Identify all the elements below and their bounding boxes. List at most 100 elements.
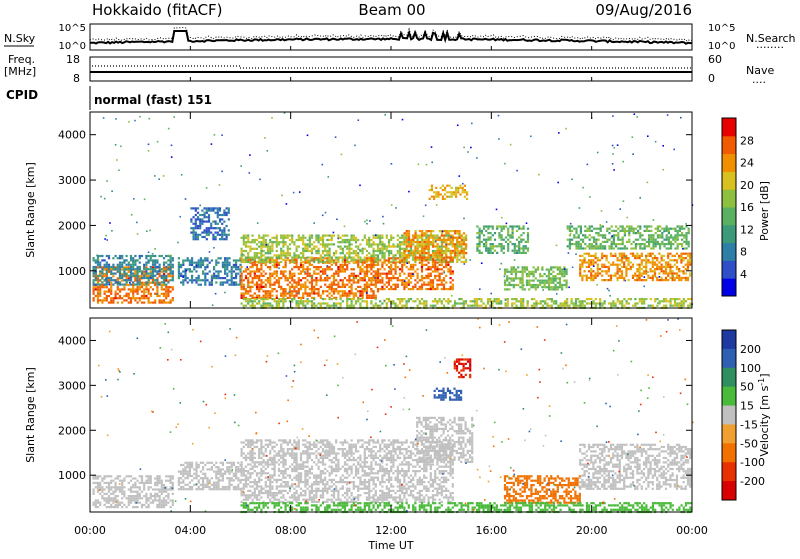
data-cell <box>511 273 513 275</box>
data-cell <box>452 270 454 272</box>
data-cell <box>197 236 199 238</box>
data-cell <box>199 218 201 220</box>
data-cell <box>525 247 527 249</box>
data-cell <box>487 302 489 304</box>
data-cell <box>366 266 368 268</box>
noise-cell <box>632 136 634 138</box>
data-cell <box>170 299 172 301</box>
data-cell <box>260 250 262 252</box>
data-cell <box>551 305 553 307</box>
data-cell <box>615 305 617 307</box>
data-cell <box>647 261 649 263</box>
noise-cell <box>647 182 649 184</box>
data-cell <box>581 275 583 277</box>
data-cell <box>223 229 225 231</box>
noise-cell <box>578 301 580 303</box>
data-cell <box>320 239 322 241</box>
data-cell <box>410 288 412 290</box>
data-cell <box>351 237 353 239</box>
noise-cell <box>530 136 532 138</box>
data-cell <box>582 302 584 304</box>
data-cell <box>119 291 121 293</box>
data-cell <box>584 270 586 272</box>
data-cell <box>355 288 357 290</box>
data-cell <box>289 248 291 250</box>
data-cell <box>326 252 328 254</box>
data-cell <box>401 241 403 243</box>
data-cell <box>128 293 130 295</box>
data-cell <box>145 262 147 264</box>
data-cell <box>233 264 235 266</box>
data-cell <box>674 279 676 281</box>
data-cell <box>293 243 295 245</box>
data-cell <box>258 235 260 237</box>
data-cell <box>452 288 454 290</box>
data-cell <box>563 273 565 275</box>
data-cell <box>302 266 304 268</box>
noise-cell <box>516 170 518 172</box>
data-cell <box>644 243 646 245</box>
data-cell <box>553 300 555 302</box>
data-cell <box>267 261 269 263</box>
data-cell <box>525 241 527 243</box>
data-cell <box>630 247 632 249</box>
data-cell <box>148 268 150 270</box>
data-cell <box>665 277 667 279</box>
data-cell <box>156 273 158 275</box>
data-cell <box>163 293 165 295</box>
data-cell <box>399 268 401 270</box>
data-cell <box>514 252 516 254</box>
data-cell <box>445 245 447 247</box>
data-cell <box>200 284 202 286</box>
data-cell <box>167 264 169 266</box>
data-cell <box>451 191 453 193</box>
data-cell <box>180 264 182 266</box>
data-cell <box>182 264 184 266</box>
data-cell <box>93 273 95 275</box>
data-cell <box>195 236 197 238</box>
data-cell <box>226 236 228 238</box>
data-cell <box>190 232 192 234</box>
data-cell <box>198 264 200 266</box>
data-cell <box>366 268 368 270</box>
data-cell <box>516 225 518 227</box>
data-cell <box>154 264 156 266</box>
data-cell <box>663 298 665 300</box>
data-cell <box>476 236 478 238</box>
data-cell <box>421 256 423 258</box>
data-cell <box>643 266 645 268</box>
data-cell <box>318 279 320 281</box>
data-cell <box>228 264 230 266</box>
data-cell <box>370 239 372 241</box>
power-y-label: Slant Range [km] <box>24 162 37 258</box>
data-cell <box>254 275 256 277</box>
data-cell <box>437 191 439 193</box>
data-cell <box>548 273 550 275</box>
data-cell <box>101 259 103 261</box>
data-cell <box>282 273 284 275</box>
data-cell <box>476 300 478 302</box>
data-cell <box>311 305 313 307</box>
data-cell <box>661 264 663 266</box>
data-cell <box>101 495 103 497</box>
data-cell <box>452 252 454 254</box>
data-cell <box>446 191 448 193</box>
data-cell <box>386 246 388 248</box>
data-cell <box>357 254 359 256</box>
data-cell <box>357 259 359 261</box>
data-cell <box>567 245 569 247</box>
data-cell <box>505 305 507 307</box>
data-cell <box>148 262 150 264</box>
data-cell <box>276 239 278 241</box>
data-cell <box>507 245 509 247</box>
data-cell <box>117 288 119 290</box>
data-cell <box>320 270 322 272</box>
data-cell <box>597 270 599 272</box>
data-cell <box>233 266 235 268</box>
data-cell <box>452 243 454 245</box>
data-cell <box>269 286 271 288</box>
data-cell <box>318 290 320 292</box>
data-cell <box>254 239 256 241</box>
data-cell <box>548 282 550 284</box>
data-cell <box>602 236 604 238</box>
